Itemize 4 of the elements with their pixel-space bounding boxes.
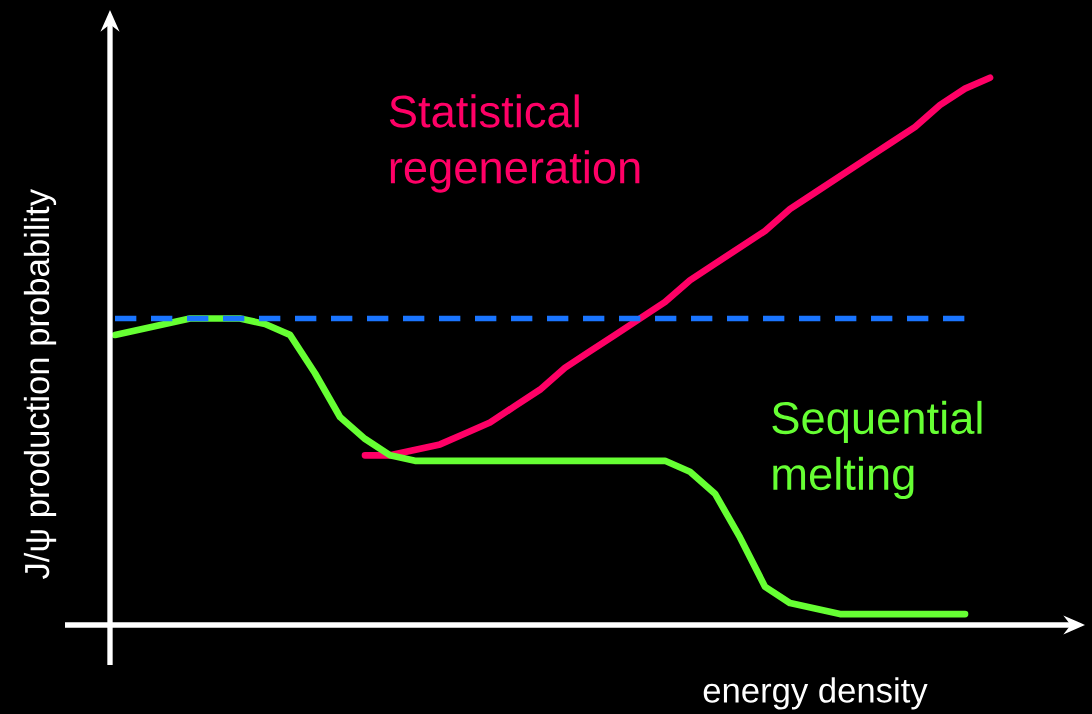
x-axis-title: energy density: [703, 677, 928, 710]
text: Statistical regeneration: [389, 94, 640, 193]
y-axis-title: J/ψ production probability: [23, 188, 57, 580]
series-label: Sequential melting: [772, 400, 982, 500]
